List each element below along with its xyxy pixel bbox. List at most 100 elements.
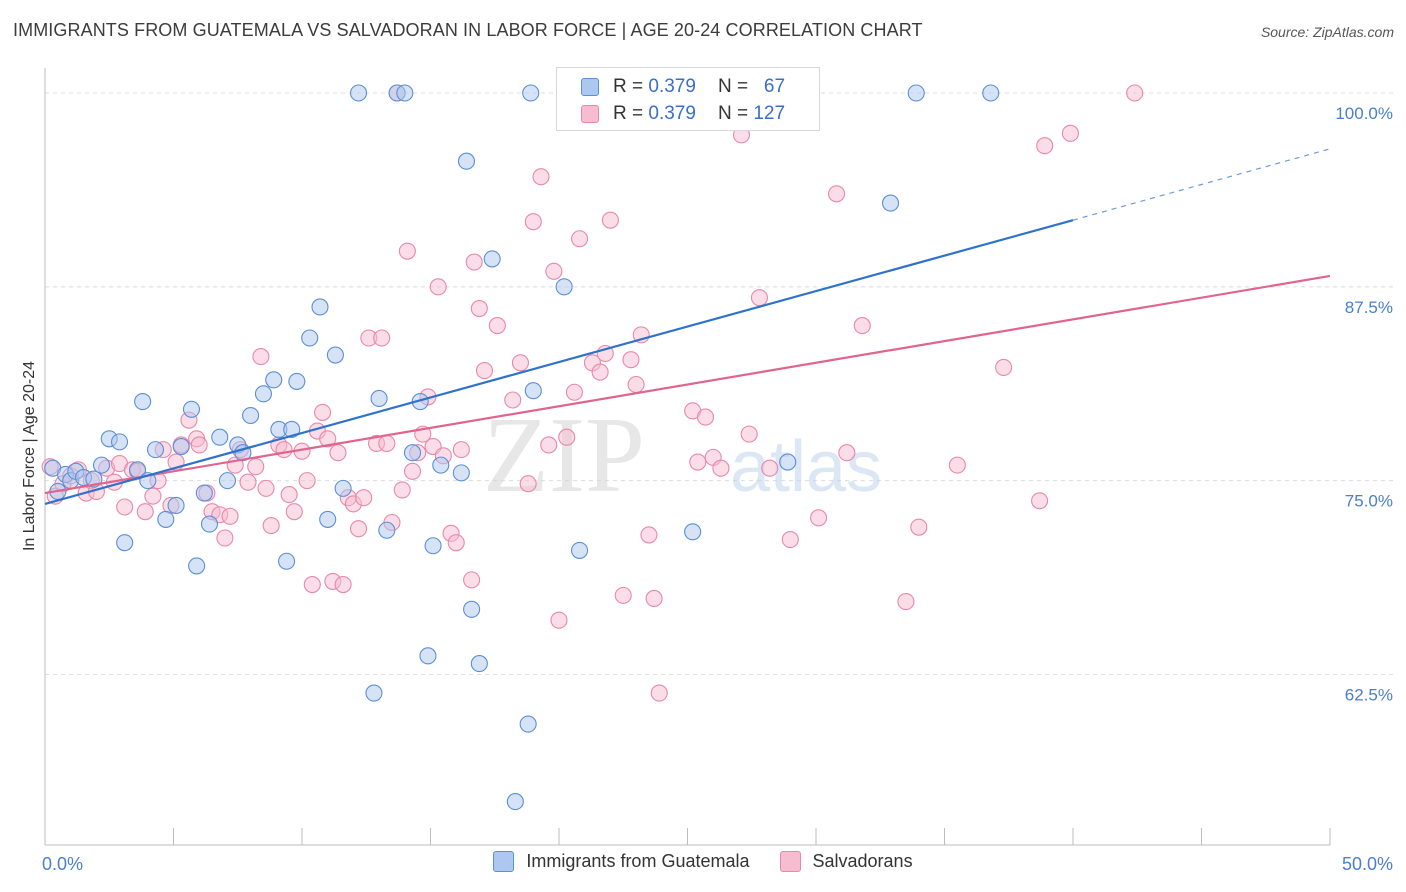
guatemala-point — [424, 537, 442, 555]
salvadorans-point — [524, 213, 542, 231]
legend-swatch-blue — [581, 78, 599, 96]
guatemala-point — [326, 346, 344, 364]
guatemala-point — [278, 552, 296, 570]
trend-lines — [44, 148, 1331, 505]
salvadorans-point — [750, 289, 769, 307]
guatemala-points — [44, 84, 1000, 811]
salvadorans-point — [275, 441, 293, 459]
x-tick-label: 50.0% — [1342, 854, 1393, 874]
legend-n-value: 127 — [753, 103, 786, 124]
salvadorans-point — [519, 475, 537, 493]
guatemala-point — [463, 600, 481, 618]
salvadorans-point — [303, 575, 321, 594]
salvadorans-point — [540, 436, 558, 454]
guatemala-point — [157, 510, 175, 528]
salvadorans-point — [712, 459, 730, 477]
salvadorans-point — [1061, 124, 1079, 142]
salvadorans-point — [447, 534, 465, 552]
salvadorans-point — [329, 444, 347, 462]
guatemala-trend-line — [44, 219, 1074, 505]
guatemala-point — [519, 715, 537, 733]
salvadorans-point — [429, 278, 447, 296]
axes — [44, 68, 1331, 846]
guatemala-point — [182, 400, 201, 418]
stats-legend: R = 0.379 N = 67 R = 0.379 N = 127 — [556, 67, 820, 131]
salvadorans-point — [378, 434, 396, 452]
guatemala-point — [92, 456, 111, 474]
salvadorans-point — [257, 479, 275, 497]
legend-swatch-pink — [779, 851, 801, 872]
guatemala-point — [506, 793, 524, 811]
salvadorans-point — [995, 358, 1013, 376]
guatemala-point — [334, 479, 352, 497]
salvadorans-point — [504, 391, 522, 409]
legend-item-salvadorans[interactable]: Salvadorans — [779, 851, 913, 872]
guatemala-point — [457, 152, 476, 170]
guatemala-point — [110, 433, 129, 451]
salvadorans-point — [136, 503, 154, 521]
salvadorans-point — [532, 168, 550, 186]
salvadorans-point — [239, 473, 257, 491]
salvadorans-point — [761, 459, 779, 477]
guatemala-point — [311, 298, 329, 316]
salvadorans-point — [740, 425, 758, 443]
guatemala-point — [370, 389, 388, 408]
salvadorans-point — [452, 441, 470, 459]
grid-lines — [45, 92, 1394, 675]
source-label: Source: ZipAtlas.com — [1260, 24, 1394, 40]
guatemala-point — [116, 534, 134, 552]
salvadorans-point — [216, 529, 234, 547]
guatemala-point — [522, 84, 540, 102]
guatemala-point — [779, 453, 797, 471]
salvadorans-point — [1031, 492, 1049, 510]
salvadorans-point — [463, 571, 481, 589]
guatemala-point — [195, 484, 213, 502]
salvadorans-point — [465, 253, 483, 271]
legend-swatch-pink — [581, 105, 599, 123]
guatemala-point — [242, 406, 260, 425]
salvadorans-point — [810, 509, 828, 527]
legend-label-guatemala: Immigrants from Guatemala — [526, 851, 750, 871]
guatemala-point — [365, 684, 383, 702]
legend-r-label: R = — [613, 76, 644, 97]
guatemala-point — [146, 441, 165, 459]
guatemala-point — [403, 444, 422, 462]
salvadorans-point — [398, 242, 416, 260]
guatemala-point — [378, 521, 396, 539]
salvadorans-point — [781, 531, 799, 549]
salvadorans-point — [475, 361, 494, 380]
salvadorans-point — [280, 486, 298, 504]
salvadorans-point — [1036, 137, 1054, 155]
legend-label-salvadorans: Salvadorans — [812, 851, 913, 871]
salvadorans-point — [144, 487, 162, 505]
guatemala-trend-extension — [1072, 148, 1331, 221]
salvadorans-point — [571, 230, 589, 248]
guatemala-point — [571, 541, 589, 559]
salvadorans-point — [910, 518, 928, 536]
salvadorans-point — [116, 498, 134, 516]
salvadorans-points — [41, 84, 1144, 702]
legend-item-guatemala[interactable]: Immigrants from Guatemala — [493, 851, 750, 872]
salvadorans-point — [1126, 84, 1144, 102]
salvadorans-point — [645, 589, 663, 608]
guatemala-point — [167, 496, 185, 514]
salvadorans-point — [545, 262, 563, 280]
guatemala-point — [211, 428, 229, 446]
legend-row-guatemala: R = 0.379 N = 67 — [581, 75, 785, 99]
guatemala-point — [254, 385, 273, 403]
salvadorans-point — [696, 408, 715, 426]
salvadorans-point — [298, 472, 316, 490]
salvadorans-point — [689, 453, 707, 471]
guatemala-point — [283, 420, 301, 439]
guatemala-point — [288, 372, 306, 390]
guatemala-point — [452, 464, 470, 482]
legend-r-label: R = — [613, 103, 644, 124]
salvadorans-point — [838, 444, 856, 462]
guatemala-point — [265, 371, 283, 389]
salvadorans-point — [488, 317, 506, 335]
guatemala-point — [349, 84, 368, 102]
legend-row-salvadorans: R = 0.379 N = 127 — [581, 102, 785, 126]
guatemala-point — [524, 382, 542, 400]
guatemala-point — [432, 456, 450, 474]
